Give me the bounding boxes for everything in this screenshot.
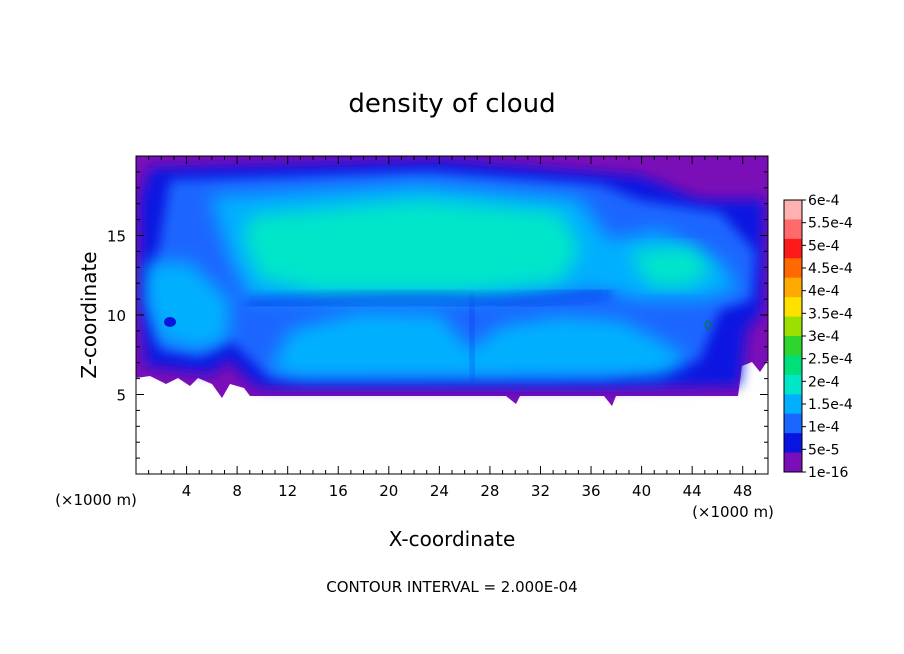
field-separator [249,289,611,307]
contour-interval-note: CONTOUR INTERVAL = 2.000E-04 [326,578,577,596]
colorbar-swatch [784,355,802,376]
field-contour-mark [705,320,711,330]
colorbar-label: 2.5e-4 [808,352,853,368]
colorbar-label: 1e-4 [808,420,840,436]
colorbar-swatch [784,277,802,298]
x-tick-label: 28 [480,482,499,500]
field-level-1.5e-4-left [146,262,230,350]
colorbar-swatch [784,433,802,454]
x-axis-title: X-coordinate [389,527,516,551]
field-level-2e-4-right [630,246,712,286]
colorbar-label: 5e-5 [808,442,839,458]
colorbar-swatch [784,316,802,337]
x-tick-label: 24 [430,482,449,500]
colorbar-swatch [784,413,802,434]
colorbar-label: 3.5e-4 [808,306,853,322]
x-tick-label: 36 [581,482,600,500]
x-tick-label: 12 [278,482,297,500]
colorbar-label: 2e-4 [808,374,840,390]
colorbar-label: 1e-16 [808,465,848,481]
x-tick-label: 32 [531,482,550,500]
x-tick-label: 8 [232,482,242,500]
y-tick-label: 5 [116,387,126,405]
y-axis-title: Z-coordinate [77,251,101,378]
colorbar-label: 5e-4 [808,238,840,254]
colorbar-swatch [784,258,802,279]
colorbar-swatch [784,238,802,259]
colorbar-swatch [784,219,802,240]
contour-field [136,156,768,474]
colorbar-label: 4e-4 [808,284,840,300]
colorbar: 6e-4 5.5e-4 5e-4 4.5e-4 4e-4 3.5e-4 3e-4 2.5e-4… [783,193,853,481]
y-tick-label: 10 [107,307,126,325]
x-unit-label: (×1000 m) [692,503,774,521]
x-tick-label: 40 [632,482,651,500]
colorbar-label: 5.5e-4 [808,216,853,232]
field-separator-vertical [467,299,477,379]
y-tick-label: 15 [107,228,126,246]
colorbar-label: 4.5e-4 [808,261,853,277]
colorbar-label: 6e-4 [808,193,840,209]
colorbar-swatch [784,297,802,318]
field-spot [164,317,176,327]
colorbar-swatch [784,200,802,220]
x-tick-label: 16 [329,482,348,500]
x-tick-label: 4 [182,482,192,500]
colorbar-label: 3e-4 [808,329,840,345]
colorbar-swatch [784,452,802,473]
x-tick-label: 48 [733,482,752,500]
colorbar-swatch [784,374,802,395]
colorbar-swatch [784,394,802,415]
field-level-2e-4 [244,200,580,292]
y-axis-ticks: 5 10 15 [107,171,768,459]
colorbar-swatch [784,336,802,356]
chart-title: density of cloud [348,89,555,119]
x-axis-ticks: 4 8 12 16 20 24 28 32 36 40 44 48 [148,156,756,500]
y-unit-label: (×1000 m) [55,491,137,509]
field-level-1.5e-4-lower [270,312,690,378]
colorbar-label: 1.5e-4 [808,397,853,413]
x-tick-label: 20 [379,482,398,500]
x-tick-label: 44 [683,482,702,500]
